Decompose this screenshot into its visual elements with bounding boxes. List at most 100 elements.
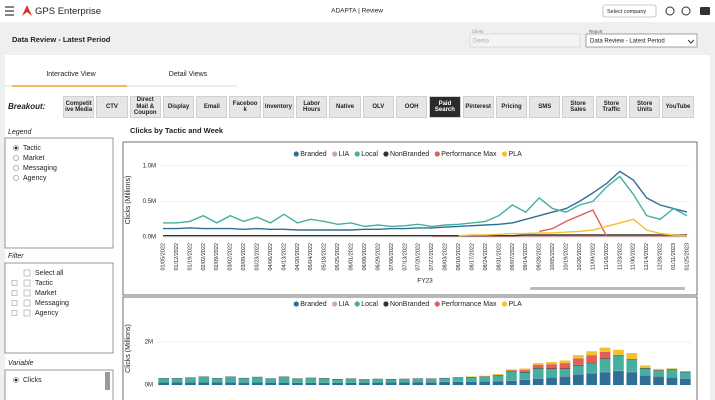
- bar-segment: [493, 381, 504, 385]
- bar-segment: [546, 369, 557, 377]
- bar-segment: [560, 376, 571, 385]
- bar-segment: [680, 372, 691, 378]
- breakout-button[interactable]: SMS: [529, 96, 560, 118]
- bar-segment: [519, 372, 530, 373]
- x-tick-label: 02/02/2022: [201, 243, 207, 271]
- breakout-button[interactable]: YouTube: [662, 96, 693, 118]
- bar-segment: [533, 379, 544, 385]
- legend-marker: [332, 301, 337, 306]
- chart-scrollbar[interactable]: [530, 287, 685, 290]
- bar-segment: [640, 365, 651, 368]
- bar-segment: [359, 380, 370, 383]
- bar-segment: [667, 377, 678, 385]
- breakout-button[interactable]: CTV: [96, 96, 127, 118]
- breakout-button[interactable]: Pinterest: [463, 96, 494, 118]
- legend-marker: [502, 301, 507, 306]
- tab[interactable]: Interactive View: [46, 71, 96, 78]
- x-tick-label: 12/14/2022: [644, 243, 650, 271]
- expand-box[interactable]: [12, 291, 17, 296]
- expand-box[interactable]: [12, 311, 17, 316]
- legend-marker: [435, 151, 440, 156]
- bar-segment: [412, 379, 423, 382]
- breakout-button[interactable]: Facebook: [229, 96, 260, 118]
- x-tick-label: 11/16/2022: [604, 243, 610, 270]
- line-series: [163, 235, 687, 236]
- breakout-button[interactable]: Labor Hours: [296, 96, 327, 118]
- bar-segment: [359, 383, 370, 385]
- checkbox[interactable]: [24, 270, 30, 276]
- radio[interactable]: [13, 175, 18, 180]
- bar-segment: [653, 376, 664, 385]
- bar-segment: [586, 373, 597, 385]
- checkbox[interactable]: [24, 310, 30, 316]
- x-axis-label: FY23: [417, 278, 433, 285]
- breakout-button[interactable]: Store Traffic: [596, 96, 627, 118]
- client-label: Client: [472, 29, 484, 34]
- expand-box[interactable]: [12, 281, 17, 286]
- bar-segment: [586, 363, 597, 373]
- bar-segment: [680, 379, 691, 385]
- bar-segment: [640, 375, 651, 385]
- checkbox[interactable]: [24, 290, 30, 296]
- breakout-button[interactable]: Native: [329, 96, 360, 118]
- x-tick-label: 06/08/2022: [362, 243, 368, 271]
- bar-segment: [225, 377, 236, 382]
- x-tick-label: 01/05/2022: [160, 243, 166, 271]
- bar-segment: [265, 383, 276, 385]
- legend-marker: [383, 151, 388, 156]
- bar-segment: [185, 378, 196, 382]
- bar-segment: [613, 350, 624, 355]
- radio-label: Agency: [23, 175, 47, 182]
- x-tick-label: 12/28/2022: [658, 243, 664, 271]
- breakout-button[interactable]: OOH: [396, 96, 427, 118]
- bar-segment: [573, 358, 584, 364]
- radio[interactable]: [13, 165, 18, 170]
- report-label: Report: [589, 29, 603, 34]
- bar-segment: [680, 371, 691, 372]
- bar-segment: [399, 382, 410, 385]
- bar-segment: [212, 379, 223, 383]
- bar-segment: [653, 371, 664, 376]
- breakout-button[interactable]: Competitive Media: [63, 96, 94, 118]
- bar-segment: [172, 379, 183, 383]
- bar-segment: [319, 383, 330, 385]
- bar-segment: [479, 377, 490, 381]
- tab[interactable]: Detail Views: [169, 71, 208, 78]
- bar-segment: [586, 363, 597, 364]
- logout-icon[interactable]: [700, 7, 710, 15]
- breakout-button[interactable]: Store Sales: [562, 96, 593, 118]
- radio[interactable]: [13, 155, 18, 160]
- variable-panel: [5, 370, 113, 400]
- y-tick-label: 0M: [145, 383, 153, 389]
- bar-segment: [479, 381, 490, 385]
- x-tick-label: 07/27/2022: [429, 243, 435, 271]
- breakout-button[interactable]: Store Units: [629, 96, 660, 118]
- bar-segment: [573, 365, 584, 366]
- bar-segment: [292, 383, 303, 385]
- expand-box[interactable]: [12, 301, 17, 306]
- breakout-button[interactable]: Email: [196, 96, 227, 118]
- x-tick-label: 03/02/2022: [228, 243, 234, 271]
- variable-panel-title: Variable: [8, 360, 34, 367]
- x-tick-label: 04/06/2022: [268, 243, 274, 271]
- legend-marker: [332, 151, 337, 156]
- checkbox-label: Tactic: [35, 280, 53, 287]
- breakout-buttons: Competitive MediaCTVDirect Mail & Coupon…: [63, 96, 694, 118]
- x-tick-label: 08/10/2022: [456, 243, 462, 271]
- breakout-button[interactable]: Paid Search: [429, 96, 460, 118]
- bar-segment: [600, 348, 611, 352]
- scrollbar[interactable]: [105, 372, 110, 390]
- checkbox[interactable]: [24, 280, 30, 286]
- bar-segment: [613, 355, 624, 356]
- breakout-button[interactable]: Pricing: [496, 96, 527, 118]
- breakout-button[interactable]: Inventory: [263, 96, 294, 118]
- checkbox[interactable]: [24, 300, 30, 306]
- y-axis-label: Clicks (Millions): [125, 176, 132, 225]
- bar-segment: [573, 355, 584, 358]
- bar-segment: [252, 382, 263, 385]
- legend-label: Performance Max: [441, 301, 497, 308]
- breakout-button[interactable]: Direct Mail & Coupon: [130, 96, 161, 118]
- bar-segment: [212, 382, 223, 385]
- breakout-button[interactable]: Display: [163, 96, 194, 118]
- breakout-button[interactable]: OLV: [363, 96, 394, 118]
